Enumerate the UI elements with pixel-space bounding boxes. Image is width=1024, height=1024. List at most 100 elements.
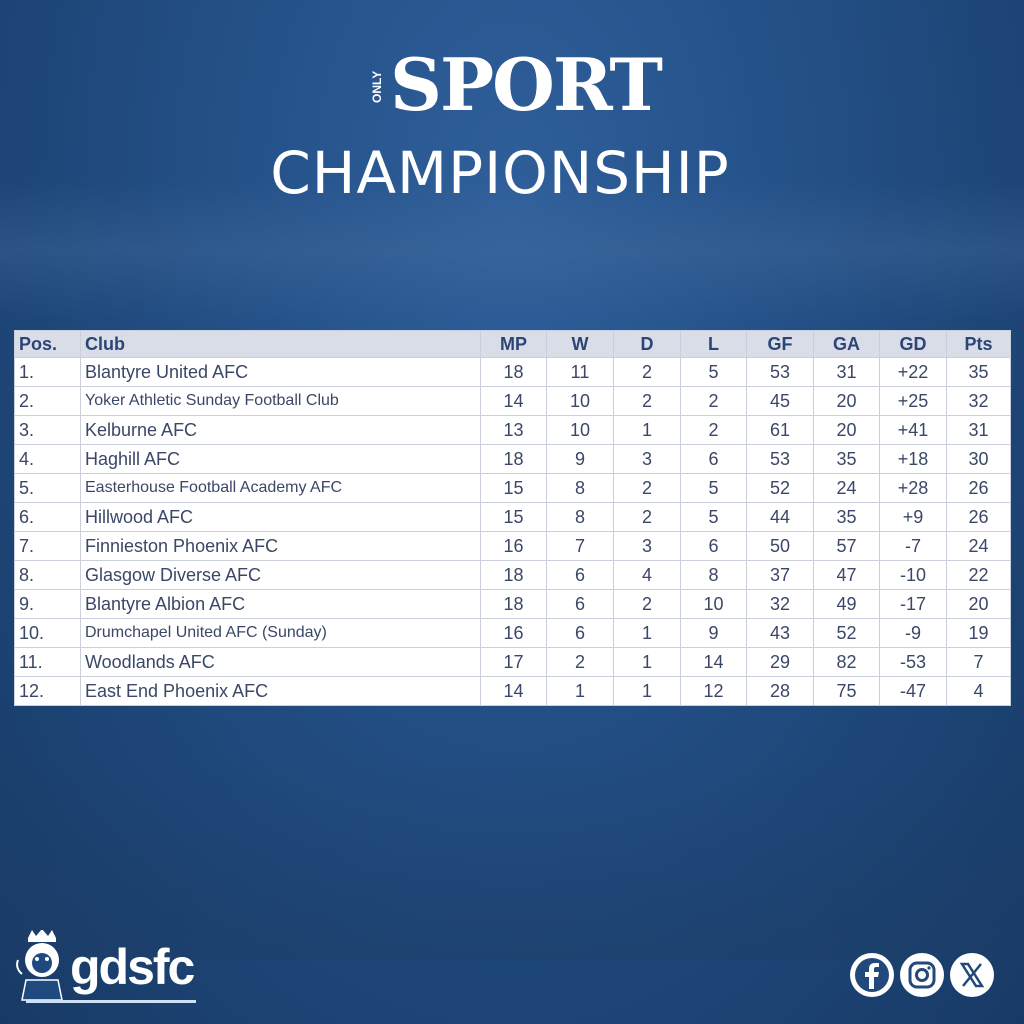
- cell-club: Kelburne AFC: [80, 415, 481, 445]
- column-header-pts: Pts: [946, 330, 1011, 358]
- cell-mp: 17: [480, 647, 547, 677]
- cell-gf: 61: [746, 415, 814, 445]
- instagram-icon[interactable]: [900, 953, 944, 997]
- x-icon[interactable]: [950, 953, 994, 997]
- cell-mp: 18: [480, 560, 547, 590]
- cell-gd: +18: [879, 444, 947, 474]
- gdsfc-text: gdsfc: [70, 939, 195, 995]
- cell-club: Haghill AFC: [80, 444, 481, 474]
- table-row: 6. Hillwood AFC 15 8 2 5 44 35 +9 26: [14, 502, 1011, 532]
- cell-pts: 31: [946, 415, 1011, 445]
- cell-mp: 16: [480, 618, 547, 648]
- cell-gf: 45: [746, 386, 814, 416]
- cell-w: 11: [546, 357, 614, 387]
- cell-club: Hillwood AFC: [80, 502, 481, 532]
- cell-gd: -53: [879, 647, 947, 677]
- column-header-mp: MP: [480, 330, 547, 358]
- column-header-club: Club: [80, 330, 481, 358]
- cell-ga: 57: [813, 531, 880, 561]
- cell-w: 7: [546, 531, 614, 561]
- cell-club: Blantyre United AFC: [80, 357, 481, 387]
- league-table: Pos. Club MP W D L GF GA GD Pts 1. Blantyre United…: [14, 330, 1011, 706]
- column-header-gd: GD: [879, 330, 947, 358]
- cell-pos: 6.: [14, 502, 81, 532]
- cell-pts: 26: [946, 502, 1011, 532]
- cell-pts: 35: [946, 357, 1011, 387]
- cell-mp: 18: [480, 589, 547, 619]
- lion-crest-icon: [16, 929, 63, 1001]
- cell-gf: 52: [746, 473, 814, 503]
- cell-d: 2: [613, 502, 681, 532]
- cell-l: 5: [680, 473, 747, 503]
- cell-ga: 20: [813, 415, 880, 445]
- cell-gf: 53: [746, 444, 814, 474]
- cell-w: 9: [546, 444, 614, 474]
- cell-w: 6: [546, 560, 614, 590]
- cell-gd: -9: [879, 618, 947, 648]
- background-blur: [0, 180, 1024, 320]
- cell-gd: +22: [879, 357, 947, 387]
- table-row: 11. Woodlands AFC 17 2 1 14 29 82 -53 7: [14, 647, 1011, 677]
- table-row: 5. Easterhouse Football Academy AFC 15 8 2 5 5…: [14, 473, 1011, 503]
- cell-pts: 4: [946, 676, 1011, 706]
- logo-only-text: ONLY: [370, 70, 384, 104]
- cell-pts: 7: [946, 647, 1011, 677]
- cell-pts: 19: [946, 618, 1011, 648]
- cell-mp: 14: [480, 676, 547, 706]
- cell-gf: 37: [746, 560, 814, 590]
- cell-w: 10: [546, 386, 614, 416]
- cell-gf: 28: [746, 676, 814, 706]
- cell-l: 6: [680, 531, 747, 561]
- cell-w: 6: [546, 589, 614, 619]
- cell-d: 3: [613, 444, 681, 474]
- cell-ga: 52: [813, 618, 880, 648]
- table-row: 12. East End Phoenix AFC 14 1 1 12 28 75 -47 4: [14, 676, 1011, 706]
- cell-gd: -7: [879, 531, 947, 561]
- cell-pts: 24: [946, 531, 1011, 561]
- column-header-l: L: [680, 330, 747, 358]
- divider: [26, 1000, 196, 1003]
- cell-w: 10: [546, 415, 614, 445]
- cell-l: 10: [680, 589, 747, 619]
- column-header-ga: GA: [813, 330, 880, 358]
- cell-d: 1: [613, 618, 681, 648]
- cell-d: 2: [613, 357, 681, 387]
- cell-pos: 7.: [14, 531, 81, 561]
- table-header-row: Pos. Club MP W D L GF GA GD Pts: [14, 330, 1011, 358]
- cell-w: 1: [546, 676, 614, 706]
- cell-club: Blantyre Albion AFC: [80, 589, 481, 619]
- table-row: 8. Glasgow Diverse AFC 18 6 4 8 37 47 -10 22: [14, 560, 1011, 590]
- cell-gd: -17: [879, 589, 947, 619]
- page-title: CHAMPIONSHIP: [270, 139, 730, 207]
- logo-sport-text: SPORT: [390, 42, 663, 127]
- cell-pos: 11.: [14, 647, 81, 677]
- table-row: 3. Kelburne AFC 13 10 1 2 61 20 +41 31: [14, 415, 1011, 445]
- cell-mp: 13: [480, 415, 547, 445]
- cell-club: Drumchapel United AFC (Sunday): [80, 618, 481, 648]
- facebook-icon[interactable]: [850, 953, 894, 997]
- cell-d: 1: [613, 415, 681, 445]
- column-header-pos: Pos.: [14, 330, 81, 358]
- cell-w: 2: [546, 647, 614, 677]
- cell-l: 12: [680, 676, 747, 706]
- cell-ga: 20: [813, 386, 880, 416]
- cell-d: 2: [613, 589, 681, 619]
- cell-d: 4: [613, 560, 681, 590]
- cell-pts: 30: [946, 444, 1011, 474]
- cell-gd: +28: [879, 473, 947, 503]
- cell-l: 5: [680, 502, 747, 532]
- table-row: 7. Finnieston Phoenix AFC 16 7 3 6 50 57 -7 24: [14, 531, 1011, 561]
- cell-club: Easterhouse Football Academy AFC: [80, 473, 481, 503]
- cell-pos: 9.: [14, 589, 81, 619]
- cell-gf: 32: [746, 589, 814, 619]
- only-sport-logo: ONLY SPORT: [370, 42, 663, 127]
- cell-pos: 1.: [14, 357, 81, 387]
- cell-club: Woodlands AFC: [80, 647, 481, 677]
- cell-pts: 20: [946, 589, 1011, 619]
- cell-d: 2: [613, 386, 681, 416]
- cell-club: Yoker Athletic Sunday Football Club: [80, 386, 481, 416]
- cell-pts: 26: [946, 473, 1011, 503]
- column-header-gf: GF: [746, 330, 814, 358]
- cell-mp: 15: [480, 473, 547, 503]
- cell-ga: 31: [813, 357, 880, 387]
